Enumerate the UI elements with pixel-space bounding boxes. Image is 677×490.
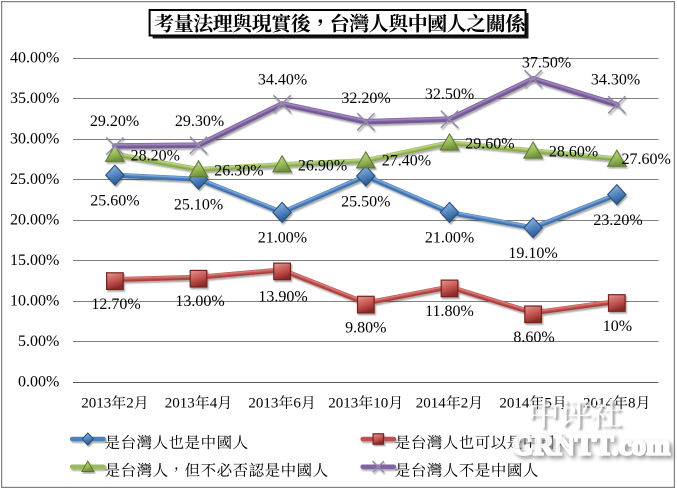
svg-text:4: 4 [210,396,218,412]
svg-text:37.50%: 37.50% [522,54,571,71]
svg-text:9.80%: 9.80% [345,319,386,336]
svg-text:25.50%: 25.50% [341,193,390,210]
svg-text:30.00%: 30.00% [10,131,59,148]
svg-text:13.90%: 13.90% [258,289,307,306]
svg-text:12.70%: 12.70% [91,296,140,313]
svg-text:29.30%: 29.30% [175,113,224,130]
svg-text:CRNTT.com: CRNTT.com [512,430,670,462]
svg-text:15.00%: 15.00% [10,252,59,269]
svg-text:25.60%: 25.60% [90,192,139,209]
svg-text:32.20%: 32.20% [341,90,390,107]
svg-text:13.00%: 13.00% [175,293,224,310]
svg-text:2: 2 [126,396,134,412]
svg-text:28.20%: 28.20% [131,147,180,164]
svg-text:2013: 2013 [328,396,358,412]
svg-text:2: 2 [461,396,469,412]
svg-text:5.00%: 5.00% [18,333,59,350]
svg-text:35.00%: 35.00% [10,90,59,107]
svg-text:27.60%: 27.60% [622,151,671,168]
svg-text:34.30%: 34.30% [591,71,640,88]
svg-text:10: 10 [373,396,388,412]
svg-text:0.00%: 0.00% [18,374,59,391]
svg-text:10.00%: 10.00% [10,293,59,310]
svg-text:28.60%: 28.60% [549,144,598,161]
svg-text:27.40%: 27.40% [382,153,431,170]
svg-text:11.80%: 11.80% [425,303,474,320]
svg-text:8.60%: 8.60% [513,329,554,346]
svg-text:2014: 2014 [416,396,447,412]
svg-text:26.30%: 26.30% [214,162,263,179]
svg-text:2013: 2013 [165,396,195,412]
svg-text:2013: 2013 [81,396,111,412]
svg-text:21.00%: 21.00% [425,230,474,247]
svg-text:34.40%: 34.40% [258,71,307,88]
svg-text:21.00%: 21.00% [258,230,307,247]
svg-text:26.90%: 26.90% [298,157,347,174]
svg-text:29.60%: 29.60% [465,136,514,153]
svg-text:8: 8 [628,396,636,412]
svg-text:25.10%: 25.10% [174,197,223,214]
svg-text:40.00%: 40.00% [10,50,59,67]
svg-text:19.10%: 19.10% [508,245,557,262]
svg-text:25.00%: 25.00% [10,171,59,188]
svg-text:10%: 10% [603,318,632,335]
svg-text:32.50%: 32.50% [425,86,474,103]
svg-text:29.20%: 29.20% [90,113,139,130]
svg-text:2014: 2014 [499,396,530,412]
svg-text:23.20%: 23.20% [593,212,642,229]
svg-text:6: 6 [293,396,301,412]
svg-text:20.00%: 20.00% [10,212,59,229]
svg-text:2013: 2013 [248,396,278,412]
svg-text:5: 5 [544,396,552,412]
